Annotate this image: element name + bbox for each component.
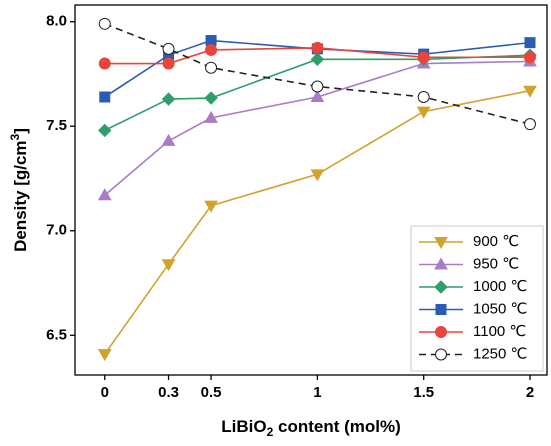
legend-marker (434, 237, 448, 250)
marker (524, 37, 536, 49)
x-tick-label: 0.5 (201, 384, 222, 401)
marker (204, 200, 218, 213)
marker (523, 118, 536, 131)
legend-label: 950 ℃ (473, 255, 519, 272)
series-line (104, 60, 531, 196)
marker (311, 41, 324, 54)
plot-frame (74, 4, 548, 376)
legend-box (410, 225, 544, 372)
marker (523, 85, 537, 98)
series-line (104, 47, 530, 65)
marker (205, 43, 218, 56)
y-tick-label: 8.0 (46, 13, 67, 30)
legend-label: 1050 ℃ (473, 300, 527, 317)
marker (97, 349, 112, 362)
y-tick-label: 7.0 (46, 222, 67, 239)
marker (417, 90, 430, 103)
legend-marker (435, 326, 447, 338)
legend-label: 1100 ℃ (473, 323, 526, 340)
x-tick-label: 0 (101, 384, 109, 401)
marker (161, 133, 176, 146)
marker (98, 123, 112, 138)
marker (97, 188, 112, 201)
y-axis-label: Density [g/cm3] (8, 128, 30, 252)
marker (161, 259, 176, 272)
marker (204, 110, 218, 123)
series-line (104, 23, 531, 125)
x-tick-label: 0.3 (158, 384, 179, 401)
marker (99, 91, 111, 103)
legend-marker (434, 257, 448, 270)
marker (417, 51, 430, 64)
y-tick-label: 6.5 (46, 326, 67, 343)
marker (310, 89, 325, 102)
marker (98, 17, 111, 30)
legend-marker (435, 348, 447, 361)
legend-label: 1250 ℃ (473, 345, 527, 362)
x-tick-label: 1 (313, 384, 321, 401)
legend-label: 1000 ℃ (473, 278, 527, 295)
marker (416, 106, 431, 119)
legend-label: 900 ℃ (473, 233, 519, 250)
series-line (104, 89, 531, 355)
marker (311, 80, 324, 93)
series-line (104, 39, 531, 98)
marker (204, 91, 218, 105)
marker (162, 42, 175, 55)
marker (162, 57, 175, 70)
marker (205, 61, 218, 74)
x-tick-label: 1.5 (413, 384, 434, 401)
x-axis-label: LiBiO2 content (mol%) (221, 417, 401, 439)
y-tick-label: 7.5 (46, 117, 67, 134)
marker (310, 169, 325, 182)
legend-marker (434, 280, 448, 294)
series-line (104, 54, 531, 132)
x-tick-label: 2 (526, 384, 534, 401)
legend-marker (435, 304, 447, 315)
marker (310, 52, 325, 67)
marker (98, 57, 111, 70)
marker (161, 92, 176, 106)
marker (523, 51, 536, 64)
